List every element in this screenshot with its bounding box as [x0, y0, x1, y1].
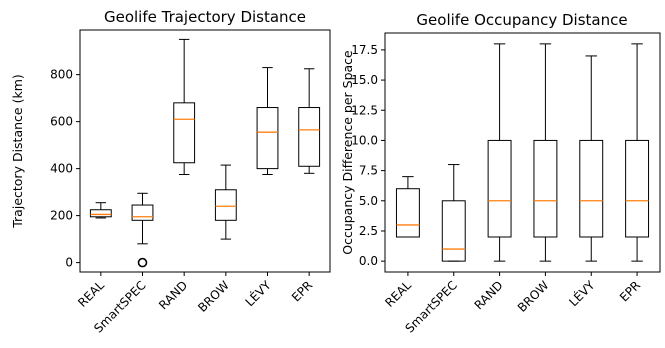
y-tick-label: 15.0: [351, 73, 378, 87]
iqr-box: [441, 200, 466, 262]
y-tick-label: 5.0: [359, 194, 378, 208]
y-tick-label: 17.5: [351, 43, 378, 57]
y-tick-label: 10.0: [351, 133, 378, 147]
box-brow: [533, 43, 558, 262]
y-tick-label: 200: [50, 209, 73, 223]
x-tick-label: LÉVY: [566, 277, 598, 309]
iqr-box: [579, 139, 604, 238]
box-smartspec: [131, 192, 154, 268]
x-tick-label: REAL: [382, 278, 414, 310]
y-tick-label: 12.5: [351, 103, 378, 117]
chart-1: Geolife Trajectory Distance Trajectory Di…: [10, 8, 331, 336]
y-axis-label: Occupancy Difference per Space: [340, 50, 355, 255]
x-tick-label: BROW: [195, 278, 232, 315]
y-tick-label: 800: [50, 68, 73, 82]
box-smartspec: [441, 164, 466, 262]
x-tick-label: LÉVY: [242, 277, 274, 309]
iqr-box: [298, 107, 321, 167]
y-tick-label: 600: [50, 115, 73, 129]
y-axis-label: Trajectory Distance (km): [10, 74, 25, 229]
y-tick-label: 400: [50, 162, 73, 176]
plot-frame: [79, 29, 331, 273]
plot-frame: [384, 32, 661, 273]
y-tick-label: 2.5: [359, 224, 378, 238]
box-rand: [173, 38, 196, 175]
chart-title: Geolife Trajectory Distance: [104, 8, 306, 26]
box-real: [89, 202, 112, 219]
y-tick-label: 0.0: [359, 254, 378, 268]
box-epr: [298, 68, 321, 174]
x-tick-label: EPR: [617, 278, 643, 304]
x-tick-label: BROW: [515, 278, 552, 315]
y-tick-label: 0: [65, 256, 73, 270]
iqr-box: [625, 139, 650, 238]
iqr-box: [89, 209, 112, 218]
outlier-point: [137, 257, 148, 268]
box-l-vy: [579, 55, 604, 262]
iqr-box: [131, 204, 154, 221]
box-real: [395, 176, 420, 238]
chart-title: Geolife Occupancy Distance: [416, 11, 627, 29]
box-brow: [214, 164, 237, 240]
x-tick-label: RAND: [156, 278, 190, 312]
iqr-box: [395, 188, 420, 238]
iqr-box: [533, 139, 558, 238]
x-tick-label: REAL: [75, 278, 107, 310]
iqr-box: [256, 107, 279, 170]
y-tick-label: 7.5: [359, 164, 378, 178]
box-l-vy: [256, 67, 279, 175]
box-rand: [487, 43, 512, 262]
x-tick-label: RAND: [472, 278, 506, 312]
box-epr: [625, 43, 650, 262]
iqr-box: [173, 102, 196, 164]
iqr-box: [487, 139, 512, 238]
iqr-box: [214, 189, 237, 221]
chart-2: Geolife Occupancy Distance Occupancy Diff…: [340, 11, 661, 336]
x-tick-label: EPR: [289, 278, 315, 304]
